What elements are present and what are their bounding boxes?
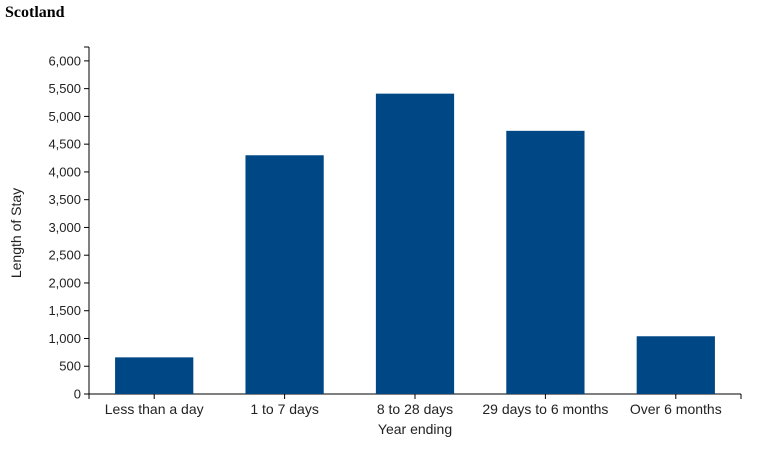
bar bbox=[506, 130, 585, 394]
x-tick-label: 1 to 7 days bbox=[250, 401, 319, 417]
y-tick-label: 2,500 bbox=[48, 248, 81, 263]
y-tick-label: 1,000 bbox=[48, 331, 81, 346]
y-tick-label: 1,500 bbox=[48, 303, 81, 318]
y-tick-label: 4,000 bbox=[48, 164, 81, 179]
x-axis: Less than a day 1 to 7 days 8 to 28 days 29… bbox=[88, 393, 742, 417]
bars bbox=[115, 93, 715, 394]
y-tick-label: 2,000 bbox=[48, 275, 81, 290]
x-tick-label: Over 6 months bbox=[630, 401, 722, 417]
y-tick-label: 5,500 bbox=[48, 81, 81, 96]
x-tick-label: Less than a day bbox=[105, 401, 204, 417]
y-tick-label: 5,000 bbox=[48, 109, 81, 124]
chart-title: Scotland bbox=[5, 4, 65, 21]
y-tick-label: 0 bbox=[74, 387, 81, 402]
y-tick-label: 6,000 bbox=[48, 53, 81, 68]
x-axis-label: Year ending bbox=[378, 421, 452, 437]
y-axis: 0 500 1,000 1,500 2,000 2,500 3,000 3,500 4,000 4… bbox=[48, 46, 90, 402]
y-tick-label: 500 bbox=[59, 359, 81, 374]
y-tick-label: 4,500 bbox=[48, 137, 81, 152]
y-axis-label: Length of Stay bbox=[8, 188, 24, 278]
bar bbox=[245, 155, 324, 394]
bar bbox=[115, 357, 194, 394]
y-tick-label: 3,000 bbox=[48, 220, 81, 235]
y-tick-label: 3,500 bbox=[48, 192, 81, 207]
x-tick-label: 8 to 28 days bbox=[377, 401, 453, 417]
bar bbox=[636, 336, 715, 394]
x-tick-label: 29 days to 6 months bbox=[482, 401, 608, 417]
bar bbox=[375, 93, 455, 394]
